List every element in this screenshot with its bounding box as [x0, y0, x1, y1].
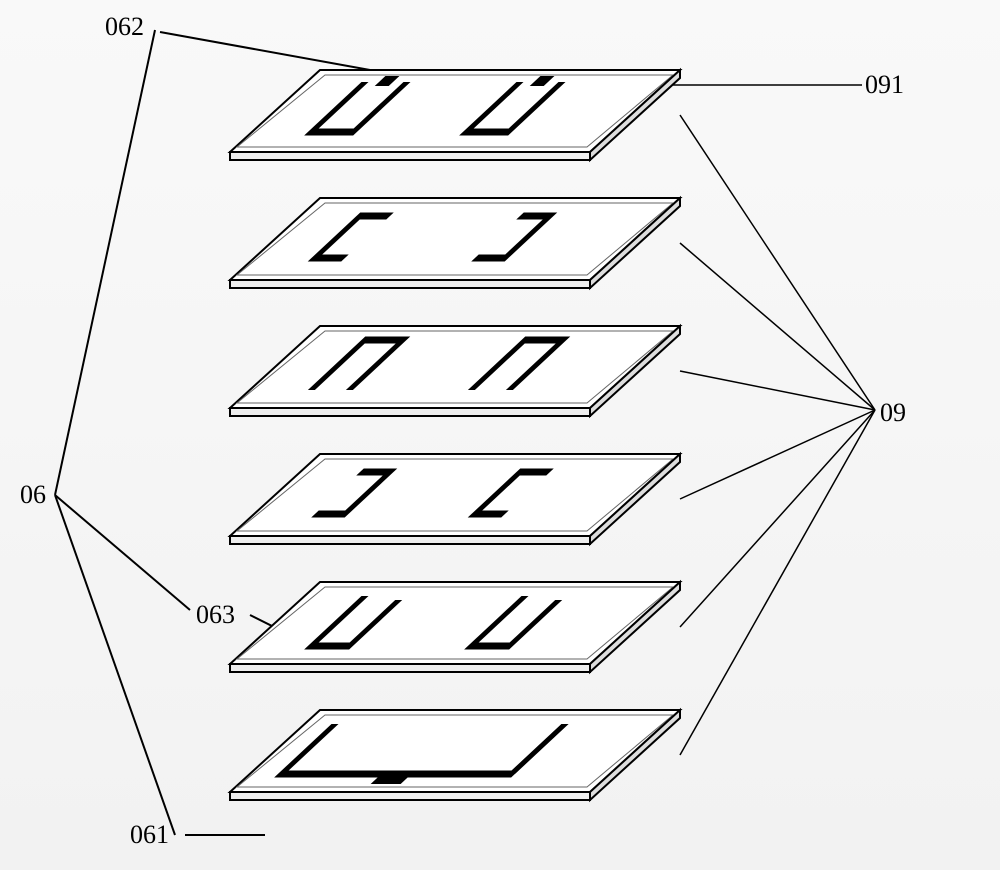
label-063: 063	[196, 600, 235, 630]
diagram-svg	[0, 0, 1000, 870]
substrate	[230, 710, 680, 800]
substrate	[230, 454, 680, 544]
label-062: 062	[105, 12, 144, 42]
diagram-canvas: 062 091 06 09 063 061	[0, 0, 1000, 870]
layer-6	[230, 710, 680, 800]
layer-5	[230, 582, 680, 672]
label-06: 06	[20, 480, 46, 510]
substrate	[230, 582, 680, 672]
layer-3	[230, 326, 680, 416]
layer-2	[230, 198, 680, 288]
label-09: 09	[880, 398, 906, 428]
leader-lines-right	[620, 85, 875, 755]
layer-4	[230, 454, 680, 544]
layer-1	[230, 70, 680, 160]
substrate	[230, 198, 680, 288]
label-091: 091	[865, 70, 904, 100]
label-061: 061	[130, 820, 169, 850]
substrate	[230, 326, 680, 416]
substrate	[230, 70, 680, 160]
